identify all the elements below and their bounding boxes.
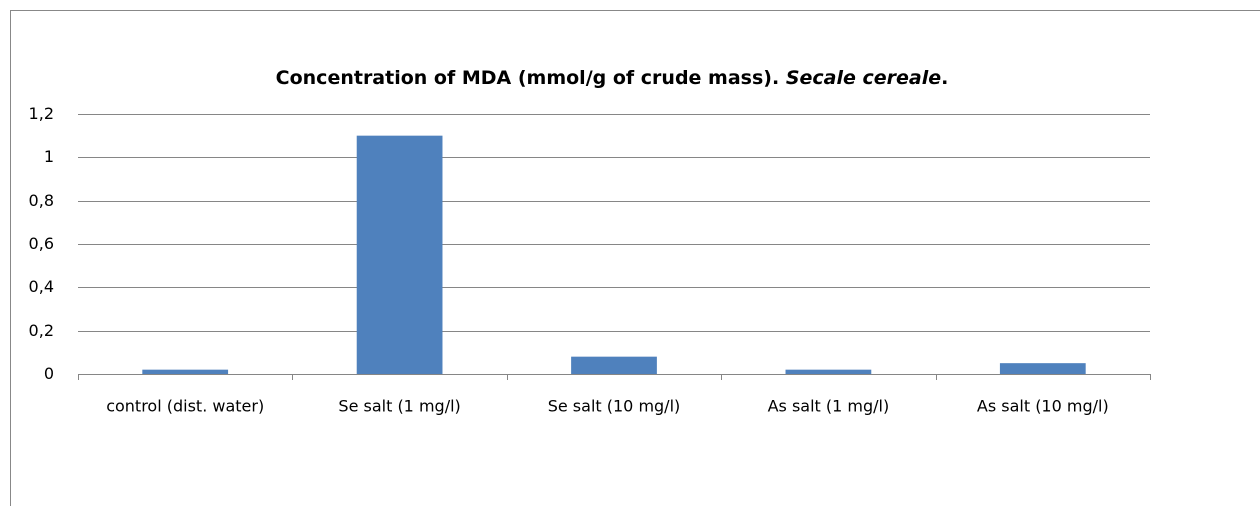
bar	[571, 356, 657, 374]
x-tick-label: control (dist. water)	[106, 397, 264, 416]
bar	[785, 369, 872, 374]
chart-frame	[10, 10, 1260, 506]
y-tick-label: 0,2	[29, 321, 54, 340]
bar	[142, 369, 229, 374]
chart-title: Concentration of MDA (mmol/g of crude ma…	[276, 67, 949, 89]
x-tick-label: As salt (1 mg/l)	[768, 397, 890, 416]
y-tick-label: 0,6	[29, 234, 54, 253]
y-tick-label: 0,8	[29, 191, 54, 210]
y-tick-label: 1	[44, 147, 54, 166]
title-part: Secale cereale	[786, 67, 941, 89]
y-tick-label: 0,4	[29, 277, 54, 296]
title-part: Concentration of MDA (mmol/g of crude ma…	[276, 67, 786, 89]
x-tick-label: As salt (10 mg/l)	[977, 397, 1109, 416]
y-tick-label: 1,2	[29, 104, 54, 123]
bar	[356, 135, 443, 374]
title-part: .	[941, 67, 948, 89]
x-tick-label: Se salt (10 mg/l)	[548, 397, 681, 416]
bar	[999, 363, 1086, 374]
y-tick-label: 0	[44, 364, 54, 383]
x-tick-label: Se salt (1 mg/l)	[338, 397, 460, 416]
